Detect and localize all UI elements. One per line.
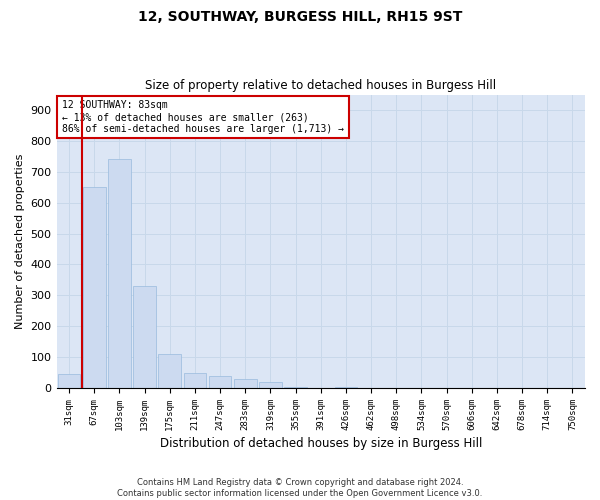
Bar <box>108 160 131 388</box>
Text: Contains HM Land Registry data © Crown copyright and database right 2024.
Contai: Contains HM Land Registry data © Crown c… <box>118 478 482 498</box>
Bar <box>58 374 80 388</box>
Bar <box>259 382 282 388</box>
Bar <box>83 187 106 388</box>
Bar <box>234 379 257 388</box>
Bar <box>184 372 206 388</box>
Bar <box>133 286 156 388</box>
Text: 12 SOUTHWAY: 83sqm
← 13% of detached houses are smaller (263)
86% of semi-detach: 12 SOUTHWAY: 83sqm ← 13% of detached hou… <box>62 100 344 134</box>
X-axis label: Distribution of detached houses by size in Burgess Hill: Distribution of detached houses by size … <box>160 437 482 450</box>
Bar <box>158 354 181 388</box>
Bar <box>284 386 307 388</box>
Text: 12, SOUTHWAY, BURGESS HILL, RH15 9ST: 12, SOUTHWAY, BURGESS HILL, RH15 9ST <box>138 10 462 24</box>
Y-axis label: Number of detached properties: Number of detached properties <box>15 154 25 329</box>
Bar <box>209 376 232 388</box>
Bar <box>335 386 357 388</box>
Title: Size of property relative to detached houses in Burgess Hill: Size of property relative to detached ho… <box>145 79 496 92</box>
